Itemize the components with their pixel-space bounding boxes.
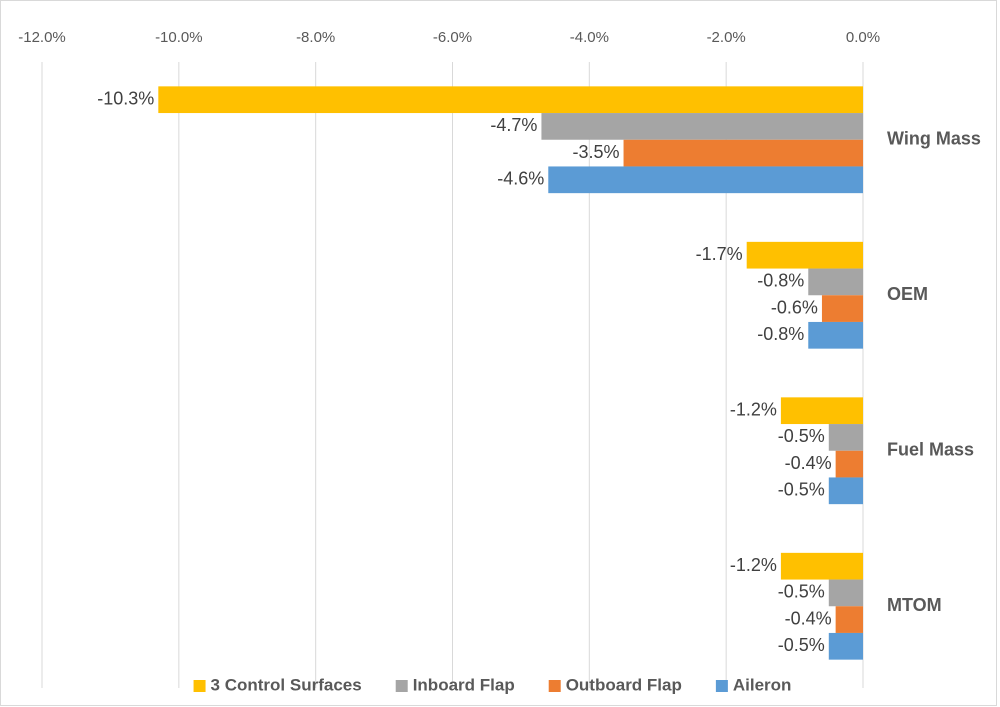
legend-label: 3 Control Surfaces xyxy=(211,675,362,694)
category-label: OEM xyxy=(887,284,928,304)
bar xyxy=(828,424,863,451)
data-label: -0.5% xyxy=(778,480,825,500)
legend-swatch xyxy=(548,680,561,692)
bar xyxy=(746,241,863,269)
bar xyxy=(828,632,863,660)
bar xyxy=(780,397,863,425)
legend-label: Inboard Flap xyxy=(413,675,515,694)
x-tick-label: -8.0% xyxy=(296,29,335,46)
data-label: -0.4% xyxy=(785,608,832,628)
data-label: -10.3% xyxy=(97,88,154,108)
data-label: -4.6% xyxy=(497,169,544,189)
data-label: -1.7% xyxy=(696,244,743,264)
x-tick-label: -10.0% xyxy=(155,29,203,46)
legend-label: Outboard Flap xyxy=(566,675,682,694)
bar xyxy=(828,579,863,607)
data-label: -0.4% xyxy=(785,453,832,473)
data-label: -1.2% xyxy=(730,555,777,575)
data-label: -0.8% xyxy=(757,271,804,291)
data-label: -0.8% xyxy=(757,324,804,344)
bar xyxy=(835,450,863,478)
x-tick-label: -4.0% xyxy=(570,29,609,46)
x-tick-label: -12.0% xyxy=(18,29,66,46)
legend-swatch xyxy=(193,680,206,692)
legend-swatch xyxy=(715,680,728,692)
data-label: -0.5% xyxy=(778,635,825,655)
bar xyxy=(541,113,863,140)
data-label: -0.5% xyxy=(778,426,825,446)
data-label: -0.6% xyxy=(771,297,818,317)
category-label: Wing Mass xyxy=(887,129,981,149)
bar xyxy=(828,477,863,505)
category-label: Fuel Mass xyxy=(887,440,974,460)
bar xyxy=(780,552,863,580)
x-tick-label: -2.0% xyxy=(707,29,746,46)
data-label: -3.5% xyxy=(573,142,620,162)
bar xyxy=(623,139,863,167)
category-label: MTOM xyxy=(887,595,942,615)
x-tick-label: -6.0% xyxy=(433,29,472,46)
data-label: -4.7% xyxy=(490,115,537,135)
bar xyxy=(808,268,863,296)
bar xyxy=(548,166,863,194)
bar xyxy=(835,606,863,633)
data-label: -0.5% xyxy=(778,582,825,602)
bar xyxy=(821,295,863,322)
bar xyxy=(158,86,863,114)
x-tick-label: 0.0% xyxy=(846,29,880,46)
bar xyxy=(808,321,863,349)
data-label: -1.2% xyxy=(730,399,777,419)
legend-swatch xyxy=(395,680,408,692)
legend-label: Aileron xyxy=(733,675,792,694)
